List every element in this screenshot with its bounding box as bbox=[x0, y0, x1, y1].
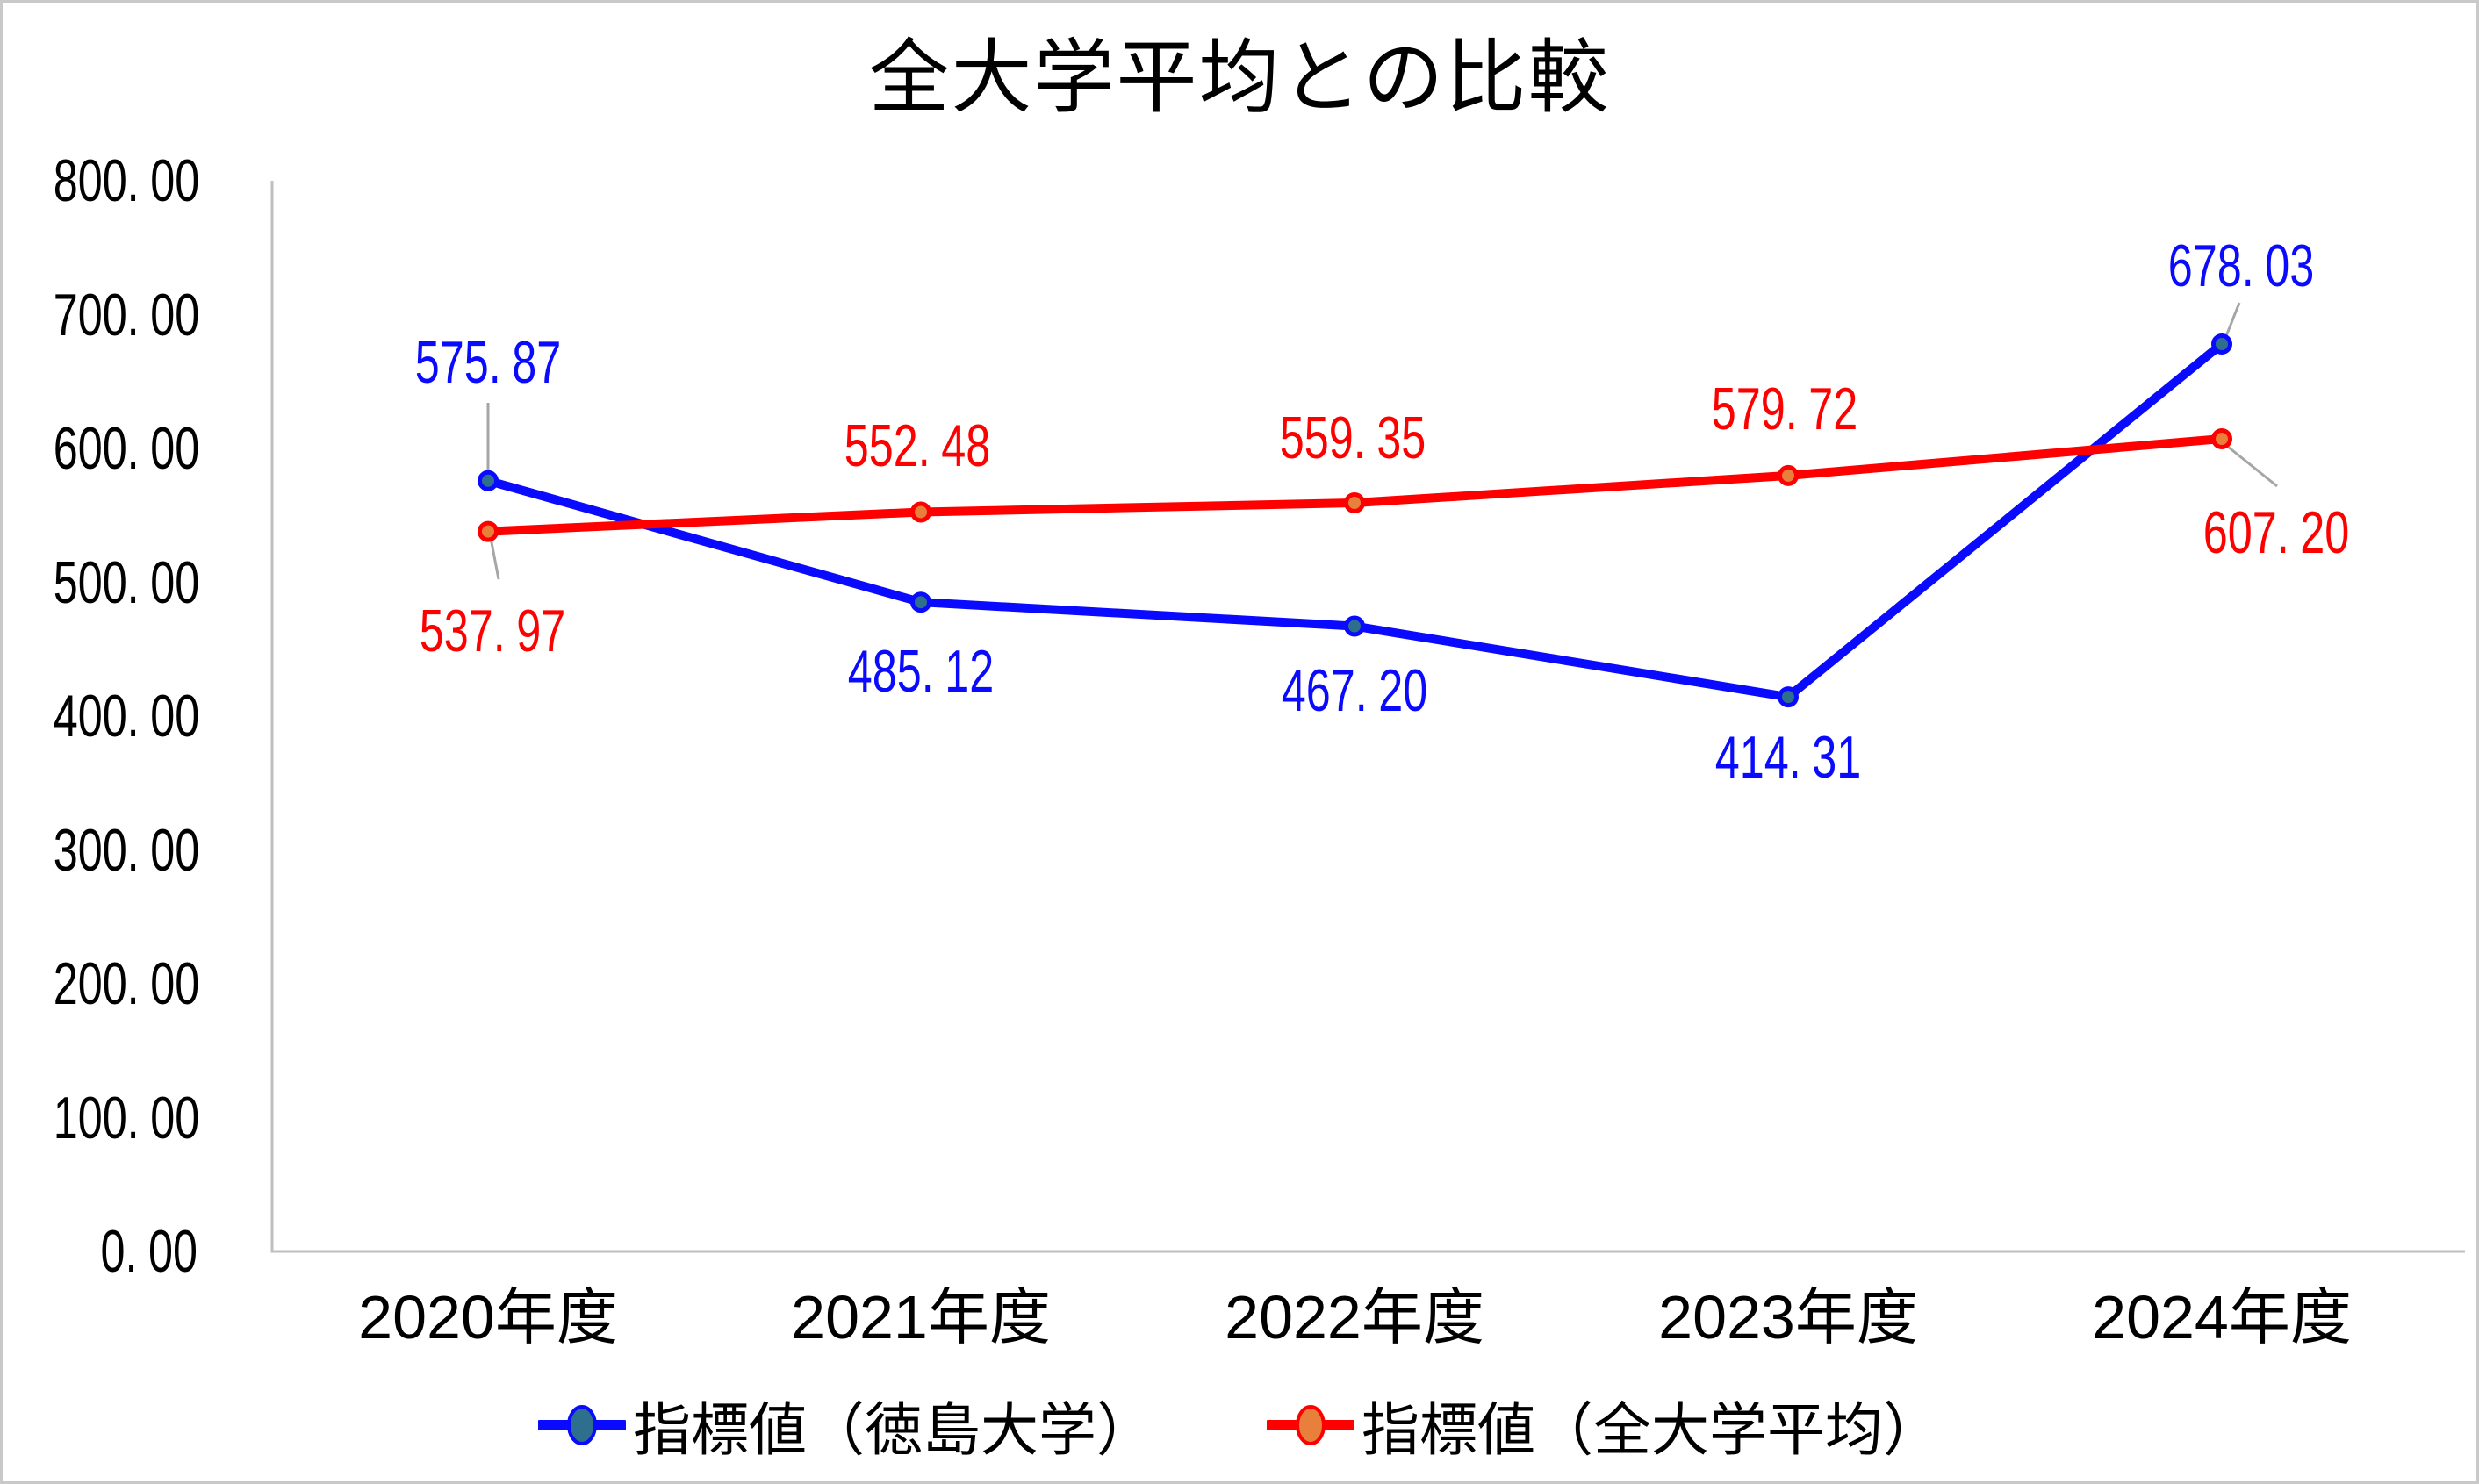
y-tick-label: 800. 00 bbox=[53, 147, 200, 214]
series-0-marker-1 bbox=[910, 591, 931, 613]
series-1-marker-4 bbox=[2211, 428, 2232, 450]
series-1-marker-2 bbox=[1344, 491, 1365, 513]
y-tick-label: 700. 00 bbox=[53, 281, 200, 348]
series-1-marker-3 bbox=[1778, 464, 1799, 486]
data-label-s1-p1: 552. 48 bbox=[844, 412, 991, 479]
x-axis-label: 2024年度 bbox=[2092, 1283, 2352, 1351]
series-1-marker-0 bbox=[478, 520, 499, 542]
x-axis-label: 2020年度 bbox=[358, 1283, 618, 1351]
series-0-marker-4 bbox=[2211, 333, 2232, 355]
data-label-s1-p4: 607. 20 bbox=[2202, 499, 2350, 566]
y-tick-label: 100. 00 bbox=[53, 1084, 200, 1151]
y-tick-label: 0. 00 bbox=[100, 1218, 198, 1285]
data-label-s0-p3: 414. 31 bbox=[1714, 724, 1862, 791]
data-label-leader-line-1 bbox=[489, 537, 500, 580]
x-axis-label: 2021年度 bbox=[791, 1283, 1051, 1351]
legend-line-marker-all-univ-avg-icon bbox=[1267, 1405, 1354, 1445]
y-tick-label: 600. 00 bbox=[53, 415, 200, 482]
axis-lines bbox=[270, 181, 2465, 1253]
series-0-marker-3 bbox=[1778, 686, 1799, 708]
data-label-s0-p4: 678. 03 bbox=[2167, 233, 2315, 299]
data-label-s0-p1: 485. 12 bbox=[847, 638, 995, 705]
chart-title: 全大学平均との比較 bbox=[868, 33, 1611, 123]
y-tick-label: 300. 00 bbox=[53, 816, 200, 884]
data-label-leader-line-2 bbox=[2223, 302, 2241, 341]
legend-item-tokushima: 指標値（徳島大学） bbox=[538, 1383, 1154, 1467]
legend-label-tokushima: 指標値（徳島大学） bbox=[633, 1397, 1154, 1462]
y-tick-label: 500. 00 bbox=[53, 548, 200, 616]
data-label-s1-p2: 559. 35 bbox=[1279, 405, 1426, 471]
legend-item-all-univ-avg: 指標値（全大学平均） bbox=[1267, 1383, 1941, 1467]
y-tick-label: 200. 00 bbox=[53, 950, 200, 1017]
data-label-leader-line-3 bbox=[2223, 441, 2278, 488]
data-label-s1-p0: 537. 97 bbox=[419, 598, 566, 664]
data-label-s0-p2: 467. 20 bbox=[1281, 657, 1428, 724]
data-label-s1-p3: 579. 72 bbox=[1711, 376, 1858, 442]
plot-area bbox=[270, 181, 2465, 1253]
y-tick-label: 400. 00 bbox=[53, 683, 200, 749]
x-axis-label: 2022年度 bbox=[1225, 1283, 1484, 1351]
legend-line-marker-tokushima-icon bbox=[538, 1405, 626, 1445]
series-1-marker-1 bbox=[910, 501, 931, 523]
series-0-marker-2 bbox=[1344, 615, 1365, 637]
legend-label-all-univ-avg: 指標値（全大学平均） bbox=[1362, 1397, 1941, 1462]
x-axis-label: 2023年度 bbox=[1658, 1283, 1918, 1351]
legend: 指標値（徳島大学） 指標値（全大学平均） bbox=[3, 1386, 2476, 1465]
series-0-marker-0 bbox=[478, 470, 499, 491]
data-label-s0-p0: 575. 87 bbox=[414, 329, 562, 396]
